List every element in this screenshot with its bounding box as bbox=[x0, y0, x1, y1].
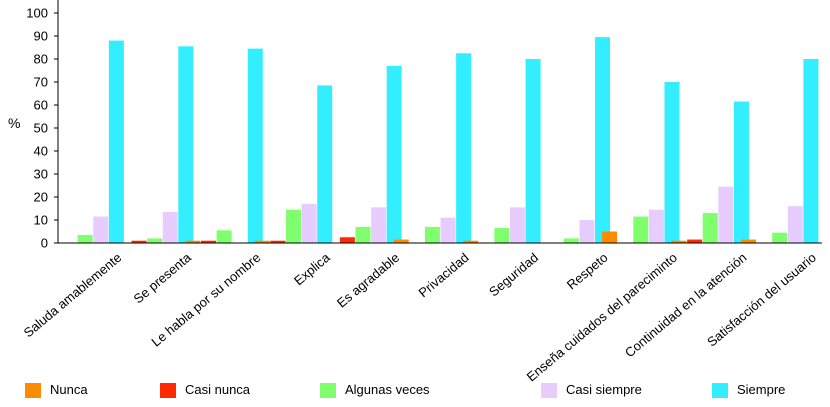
y-tick-label: 60 bbox=[34, 98, 48, 113]
bar-siempre bbox=[733, 101, 749, 243]
x-tick-label: Explica bbox=[291, 249, 333, 288]
bar-siempre bbox=[803, 59, 819, 243]
bar-siempre bbox=[247, 48, 263, 244]
y-tick-label: 0 bbox=[41, 236, 48, 251]
bar-nunca bbox=[185, 240, 201, 243]
bar-casi-nunca bbox=[339, 237, 355, 243]
bar-algunas-veces bbox=[216, 230, 232, 243]
y-tick-label: 100 bbox=[26, 6, 48, 21]
bar-algunas-veces bbox=[286, 209, 302, 243]
bar-nunca bbox=[741, 239, 756, 243]
bar-algunas-veces bbox=[772, 232, 788, 243]
legend-label: Algunas veces bbox=[345, 382, 430, 397]
bar-siempre bbox=[108, 40, 124, 243]
x-tick-label: Se presenta bbox=[130, 249, 194, 306]
bar-algunas-veces bbox=[147, 238, 163, 243]
bar-algunas-veces bbox=[494, 228, 510, 243]
legend-label: Casi nunca bbox=[185, 382, 251, 397]
x-tick-label: Privacidad bbox=[416, 250, 472, 301]
bar-siempre bbox=[456, 53, 472, 243]
legend-label: Casi siempre bbox=[566, 382, 642, 397]
y-tick-label: 90 bbox=[34, 29, 48, 44]
legend-swatch bbox=[712, 383, 728, 398]
bar-siempre bbox=[525, 59, 541, 243]
bar-casi-siempre bbox=[579, 220, 595, 243]
x-tick-label: Enseña cuidados del pareciminto bbox=[524, 250, 680, 385]
x-tick-label: Es agradable bbox=[334, 250, 402, 311]
bar-casi-nunca bbox=[200, 240, 216, 243]
bar-casi-nunca bbox=[131, 240, 147, 243]
legend-swatch bbox=[320, 383, 336, 398]
legend-swatch bbox=[25, 383, 41, 398]
legend-swatch bbox=[541, 383, 557, 398]
bar-algunas-veces bbox=[633, 216, 649, 243]
bar-casi-siempre bbox=[718, 186, 734, 243]
bar-casi-nunca bbox=[687, 239, 703, 243]
legend-label: Nunca bbox=[50, 382, 88, 397]
bar-siempre bbox=[595, 37, 611, 244]
bar-casi-siempre bbox=[93, 216, 109, 243]
bar-nunca bbox=[463, 240, 479, 243]
bar-casi-nunca bbox=[270, 240, 286, 243]
bar-casi-siempre bbox=[787, 206, 803, 243]
legend: Nunca Casi nunca Algunas veces Casi siempre… bbox=[25, 382, 785, 398]
bar-casi-siempre bbox=[301, 203, 317, 243]
bar-siempre bbox=[386, 65, 402, 244]
x-tick-label: Saluda amablemente bbox=[21, 250, 125, 340]
bar-casi-siempre bbox=[648, 209, 664, 243]
bar-nunca bbox=[393, 239, 409, 243]
bar-nunca bbox=[602, 231, 618, 243]
y-axis: 0 10 20 30 40 50 60 70 80 90 100 bbox=[26, 0, 59, 251]
legend-swatch bbox=[160, 383, 176, 398]
bar-casi-siempre bbox=[440, 217, 456, 243]
bar-casi-siempre bbox=[371, 207, 387, 243]
bar-casi-siempre bbox=[162, 211, 178, 243]
bar-siempre bbox=[178, 46, 194, 243]
x-tick-label: Continuidad en la atención bbox=[622, 250, 750, 360]
bars bbox=[77, 37, 819, 244]
bar-nunca bbox=[671, 240, 687, 243]
bar-algunas-veces bbox=[424, 226, 440, 243]
y-axis-title: % bbox=[8, 115, 20, 131]
bar-algunas-veces bbox=[702, 213, 718, 243]
y-tick-label: 40 bbox=[34, 144, 48, 159]
y-tick-label: 80 bbox=[34, 52, 48, 67]
y-tick-label: 30 bbox=[34, 167, 48, 182]
x-tick-label: Seguridad bbox=[486, 250, 541, 300]
bar-algunas-veces bbox=[563, 238, 579, 243]
bar-algunas-veces bbox=[77, 234, 93, 243]
y-tick-label: 50 bbox=[34, 121, 48, 136]
bar-nunca bbox=[254, 240, 270, 243]
bar-siempre bbox=[317, 85, 333, 243]
bar-casi-siempre bbox=[509, 207, 525, 243]
x-tick-label: Respeto bbox=[564, 250, 611, 293]
y-tick-label: 20 bbox=[34, 190, 48, 205]
y-tick-label: 10 bbox=[34, 213, 48, 228]
bar-siempre bbox=[664, 82, 680, 243]
bar-algunas-veces bbox=[355, 226, 371, 243]
legend-label: Siempre bbox=[737, 382, 785, 397]
y-tick-label: 70 bbox=[34, 75, 48, 90]
